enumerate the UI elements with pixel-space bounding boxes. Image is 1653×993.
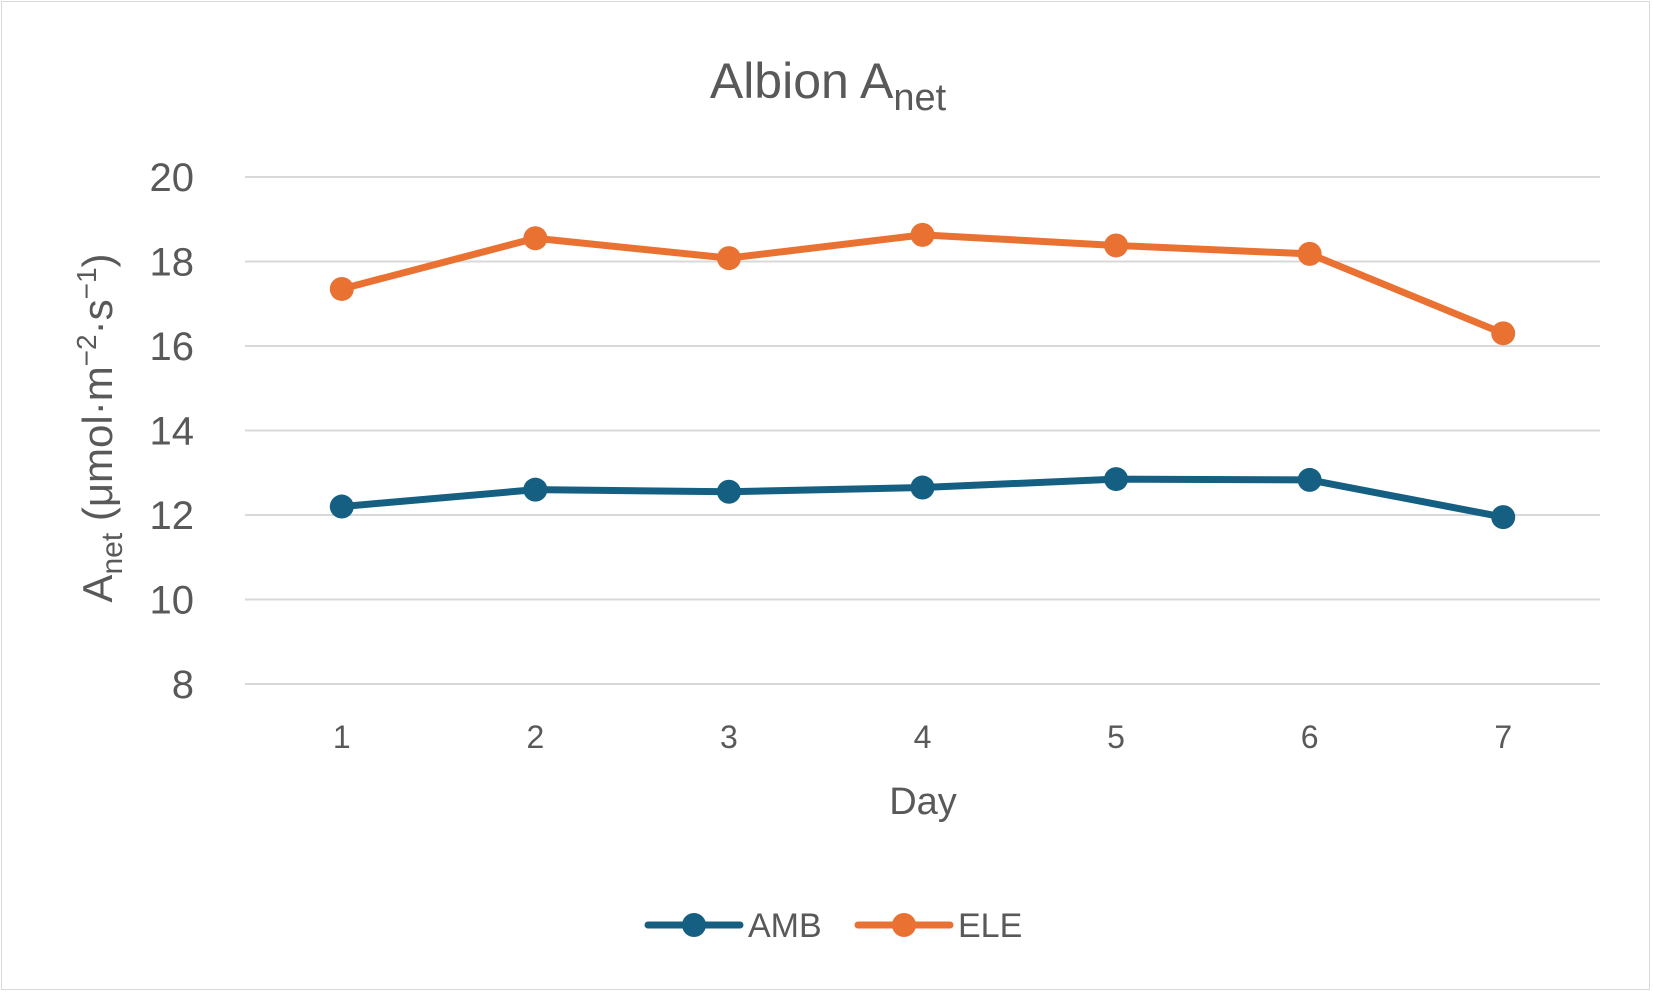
data-point-ele-3 — [716, 246, 741, 271]
y-axis-label-exp1: −2 — [71, 334, 102, 366]
data-point-amb-5 — [1104, 467, 1129, 492]
data-point-amb-2 — [523, 477, 548, 502]
y-axis-label-sub: net — [96, 532, 129, 574]
y-axis-label-exp2: −1 — [71, 267, 102, 299]
data-point-amb-7 — [1491, 505, 1516, 530]
series-line-ele — [338, 231, 1507, 337]
chart-title-sub: net — [893, 77, 946, 119]
legend: AMB ELE — [644, 907, 1022, 945]
y-axis-label-units: (μmol·m — [74, 366, 121, 533]
x-tick-label-1: 1 — [333, 719, 351, 755]
y-tick-label-20: 20 — [150, 156, 195, 200]
x-tick-label-7: 7 — [1494, 719, 1512, 755]
series-group — [329, 222, 1516, 530]
data-point-amb-3 — [716, 479, 741, 504]
chart-title-main: Albion A — [710, 53, 894, 109]
x-axis-label: Day — [889, 781, 957, 823]
y-tick-label-12: 12 — [150, 494, 195, 538]
data-point-ele-7 — [1491, 321, 1516, 346]
y-tick-label-8: 8 — [172, 663, 194, 707]
x-tick-label-3: 3 — [720, 719, 738, 755]
data-point-amb-4 — [910, 475, 935, 500]
chart-title: Albion Anet — [710, 53, 947, 119]
y-axis-label: Anet (μmol·m−2·s−1) — [71, 253, 129, 602]
y-axis-label-units-mid: ·s — [74, 299, 121, 334]
y-tick-label-16: 16 — [150, 325, 195, 369]
data-point-ele-2 — [523, 226, 548, 251]
legend-swatch-marker-amb — [682, 913, 706, 937]
x-tick-label-4: 4 — [914, 719, 932, 755]
y-axis-ticks: 8 10 12 14 16 18 20 — [150, 156, 195, 707]
y-axis-label-main: A — [74, 575, 121, 603]
y-tick-label-10: 10 — [150, 579, 195, 623]
y-tick-label-18: 18 — [150, 241, 195, 285]
data-point-amb-1 — [329, 494, 354, 519]
legend-label-amb: AMB — [748, 907, 822, 945]
y-axis-label-close: ) — [74, 253, 121, 267]
x-tick-label-6: 6 — [1301, 719, 1319, 755]
data-point-ele-6 — [1297, 241, 1322, 266]
gridlines — [245, 176, 1600, 685]
data-point-amb-6 — [1297, 467, 1322, 492]
x-axis-ticks: 1 2 3 4 5 6 7 — [333, 719, 1512, 755]
legend-swatch-marker-ele — [892, 913, 916, 937]
x-tick-label-5: 5 — [1107, 719, 1125, 755]
y-tick-label-14: 14 — [150, 410, 195, 454]
x-tick-label-2: 2 — [526, 719, 544, 755]
data-point-ele-4 — [910, 222, 935, 247]
data-point-ele-1 — [329, 276, 354, 301]
legend-label-ele: ELE — [958, 907, 1022, 945]
data-point-ele-5 — [1104, 233, 1129, 258]
